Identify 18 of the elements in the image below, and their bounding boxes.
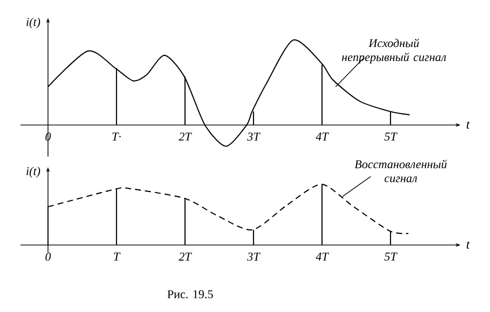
annotation: Исходный непрерывный сигнал: [342, 38, 446, 64]
text: Рис. 19.5: [167, 290, 213, 298]
x-tick-label: 5T: [384, 252, 398, 261]
x-tick-label: 4T: [316, 132, 330, 141]
x-tick-label: 2T: [178, 252, 192, 261]
x-axis-title: t: [466, 241, 470, 249]
x-axis-title: t: [466, 121, 470, 129]
y-axis-title: i(t): [26, 166, 40, 178]
x-tick-label: 2T: [178, 132, 192, 141]
x-tick-label: 4T: [316, 252, 330, 261]
y-axis-title: i(t): [26, 18, 40, 28]
x-tick-label: 0: [45, 252, 51, 261]
x-tick-label: 3T: [247, 132, 261, 141]
x-tick-label: 5T: [384, 132, 398, 141]
x-tick-label: T·: [112, 132, 121, 140]
annotation: Восстановленный сигнал: [354, 160, 447, 182]
x-tick-label: 3T: [247, 252, 261, 261]
x-tick-label: T: [114, 252, 121, 260]
